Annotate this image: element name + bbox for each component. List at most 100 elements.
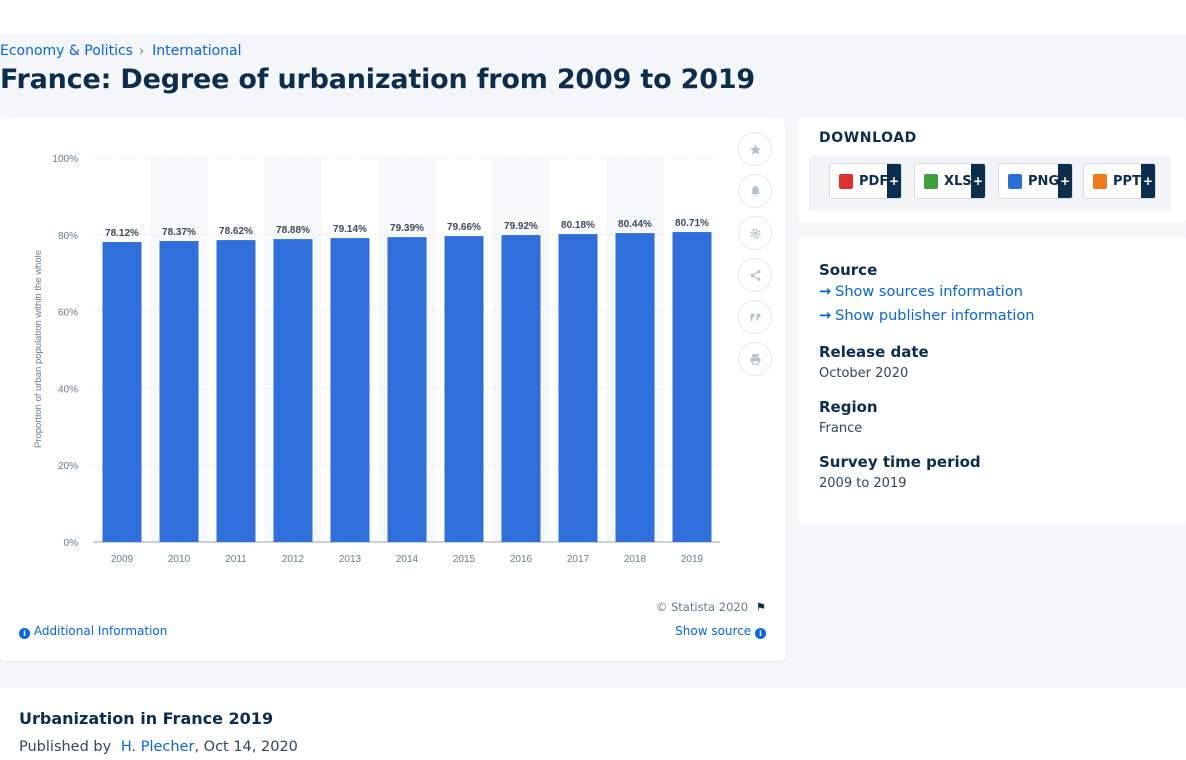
y-tick-label: 0% (64, 538, 79, 549)
download-ppt-button[interactable]: PPT + (1083, 163, 1156, 199)
x-tick-label: 2018 (624, 554, 647, 565)
x-tick-label: 2011 (225, 554, 247, 565)
y-tick-label: 20% (58, 461, 78, 472)
settings-button[interactable] (738, 216, 772, 250)
y-axis-title: Proportion of urban population within th… (33, 250, 44, 448)
favorite-button[interactable] (738, 132, 772, 166)
additional-information-label: Additional Information (33, 624, 168, 638)
info-icon: i (19, 628, 30, 639)
data-label: 79.14% (333, 224, 367, 235)
show-publisher-label: Show publisher information (835, 308, 1035, 324)
x-tick-label: 2016 (510, 554, 533, 565)
info-icon: i (755, 628, 766, 639)
ppt-plus-button[interactable]: + (1141, 164, 1155, 198)
data-label: 80.18% (561, 220, 595, 231)
x-tick-label: 2017 (567, 554, 590, 565)
x-tick-label: 2012 (282, 554, 305, 565)
source-heading: Source (819, 261, 878, 279)
data-label: 78.88% (276, 225, 310, 236)
pdf-plus-button[interactable]: + (887, 164, 901, 198)
show-publisher-link[interactable]: → Show publisher information (819, 308, 1034, 324)
y-tick-label: 100% (52, 154, 78, 165)
survey-period-heading: Survey time period (819, 453, 981, 471)
breadcrumb-separator: › (138, 43, 145, 59)
cite-button[interactable] (738, 300, 772, 334)
star-icon (749, 143, 761, 155)
show-sources-link[interactable]: → Show sources information (819, 284, 1023, 300)
data-label: 78.12% (105, 228, 139, 239)
bar (102, 242, 142, 542)
data-label: 79.92% (504, 221, 538, 232)
download-pdf-button[interactable]: PDF + (829, 163, 902, 199)
chart-toolbar (738, 132, 772, 384)
print-icon (750, 353, 760, 365)
show-source-label: Show source (675, 624, 752, 638)
release-date-value: October 2020 (819, 366, 909, 381)
quote-icon (750, 313, 760, 321)
author-link[interactable]: H. Plecher (120, 739, 195, 755)
additional-information-link[interactable]: i Additional Information (19, 624, 167, 639)
download-card: DOWNLOAD PDF + XLS + PNG + PPT + (799, 118, 1186, 222)
show-source-link[interactable]: Show source i (675, 624, 766, 639)
bar (216, 240, 256, 543)
y-tick-label: 80% (58, 231, 78, 242)
bar (330, 238, 370, 542)
copyright-text: © Statista 2020 (655, 600, 749, 614)
publish-date: , Oct 14, 2020 (194, 739, 298, 755)
published-by-label: Published by (19, 739, 112, 755)
y-tick-label: 40% (58, 384, 78, 395)
bar (444, 236, 484, 542)
ppt-file-icon (1093, 173, 1107, 189)
png-label: PNG (1028, 173, 1060, 189)
chart-copyright: © Statista 2020 ⚑ (656, 600, 766, 614)
bar (387, 237, 427, 542)
xls-file-icon (924, 173, 938, 189)
x-tick-label: 2010 (168, 554, 191, 565)
data-label: 80.71% (675, 218, 709, 229)
region-value: France (819, 421, 863, 436)
bar (558, 234, 598, 542)
print-button[interactable] (738, 342, 772, 376)
breadcrumb-international[interactable]: International (152, 43, 242, 59)
bar (501, 235, 541, 542)
data-label: 78.37% (162, 227, 196, 238)
bar (672, 232, 712, 542)
data-label: 80.44% (618, 219, 652, 230)
article-title: Urbanization in France 2019 (19, 709, 274, 728)
download-buttons-row: PDF + XLS + PNG + PPT + (809, 155, 1171, 211)
download-title: DOWNLOAD (819, 130, 917, 146)
bell-icon (750, 185, 760, 196)
download-xls-button[interactable]: XLS + (914, 163, 986, 199)
xls-label: XLS (944, 173, 972, 189)
x-tick-label: 2015 (453, 554, 476, 565)
bar (159, 241, 199, 542)
pdf-file-icon (839, 173, 853, 189)
gear-icon (749, 227, 761, 239)
x-tick-label: 2013 (339, 554, 362, 565)
flag-icon[interactable]: ⚑ (755, 600, 766, 614)
notification-button[interactable] (738, 174, 772, 208)
region-heading: Region (819, 398, 878, 416)
x-tick-label: 2019 (681, 554, 704, 565)
show-sources-label: Show sources information (835, 284, 1023, 300)
data-label: 79.39% (390, 223, 424, 234)
download-png-button[interactable]: PNG + (998, 163, 1073, 199)
arrow-right-icon: → (819, 308, 832, 324)
breadcrumb-economy-politics[interactable]: Economy & Politics (0, 43, 133, 59)
share-button[interactable] (738, 258, 772, 292)
article-byline: Published by H. Plecher, Oct 14, 2020 (19, 739, 298, 755)
bar (615, 233, 655, 542)
bar-chart: 0% 20% 40% 60% 80% 100% Proportion of urban po… (33, 154, 720, 565)
release-date-heading: Release date (819, 343, 929, 361)
png-plus-button[interactable]: + (1058, 164, 1072, 198)
page-title: France: Degree of urbanization from 2009… (0, 64, 755, 95)
data-label: 78.62% (219, 226, 253, 237)
ppt-label: PPT (1113, 173, 1141, 189)
x-tick-label: 2009 (111, 554, 134, 565)
survey-period-value: 2009 to 2019 (819, 476, 907, 491)
arrow-right-icon: → (819, 284, 832, 300)
x-tick-label: 2014 (396, 554, 419, 565)
y-tick-label: 60% (58, 308, 78, 319)
bar (273, 239, 313, 542)
xls-plus-button[interactable]: + (971, 164, 985, 198)
